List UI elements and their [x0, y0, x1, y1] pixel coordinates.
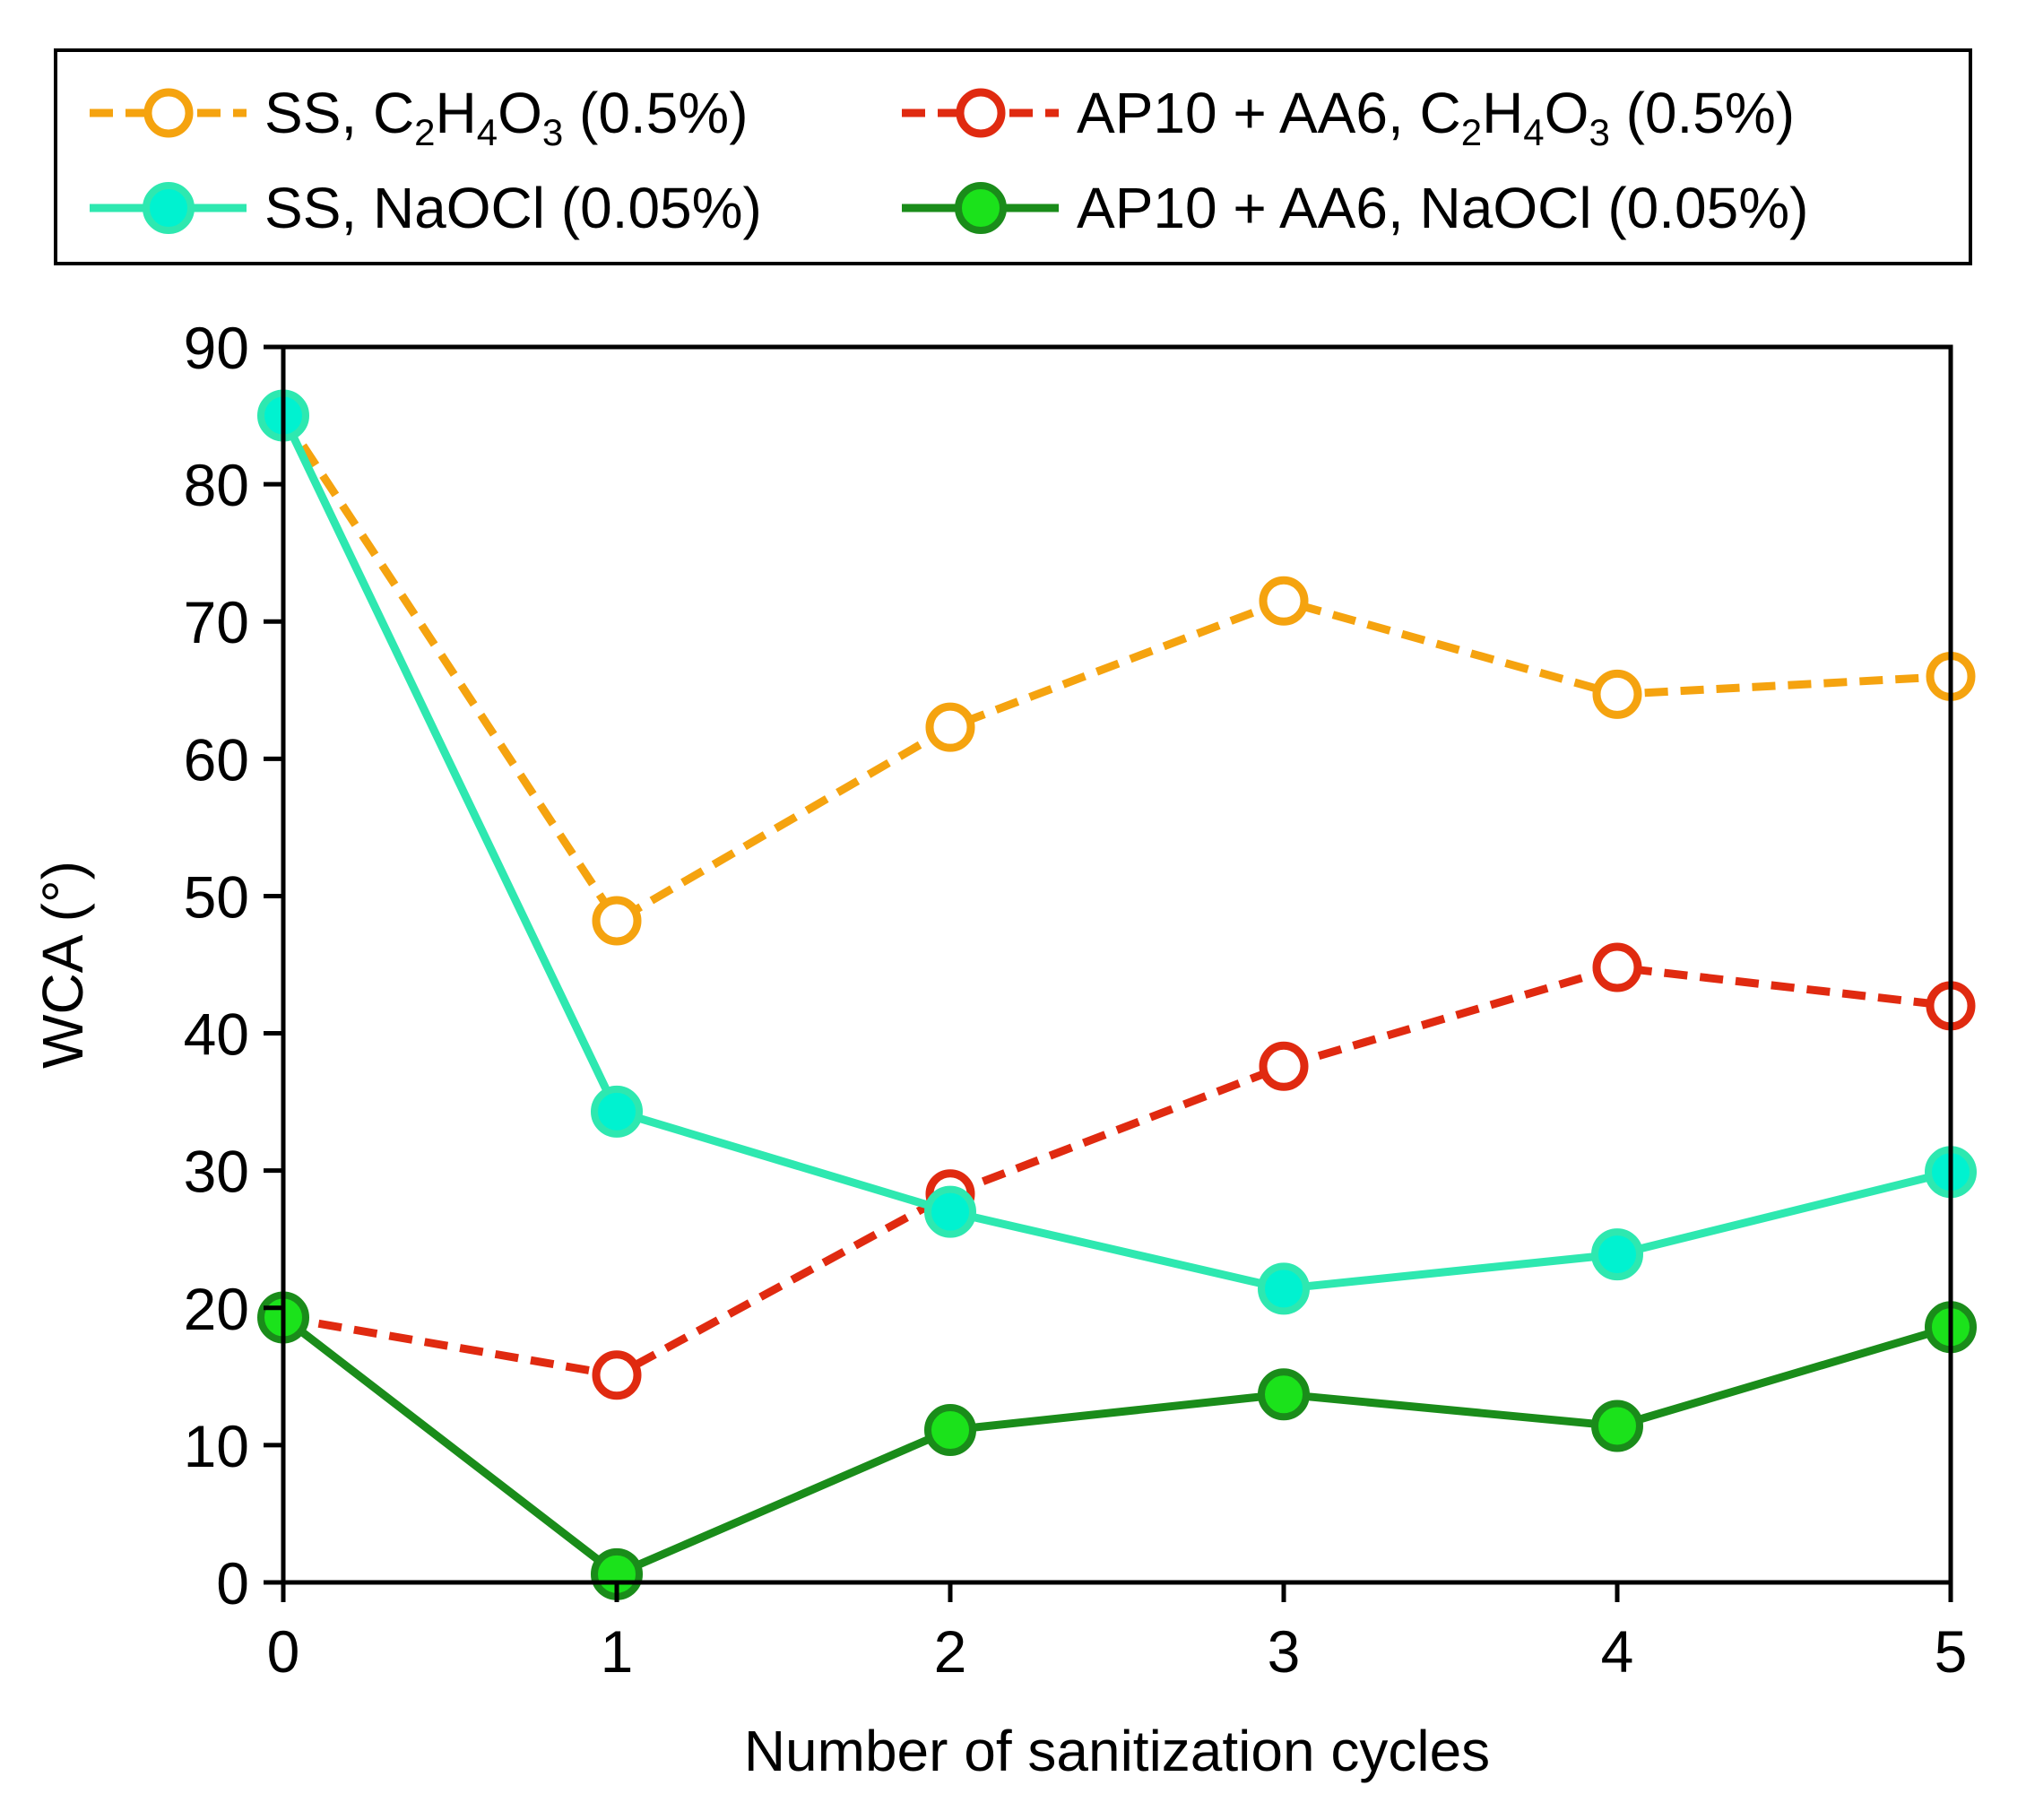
- legend-marker: [143, 182, 195, 234]
- series-line: [280, 413, 1952, 925]
- x-tick-label: 0: [267, 1618, 300, 1685]
- x-tick-label: 5: [1935, 1618, 1968, 1685]
- data-point: [1592, 669, 1642, 719]
- data-point: [1258, 1368, 1310, 1421]
- data-point: [591, 1085, 643, 1138]
- data-point: [1591, 1400, 1643, 1452]
- series-1: [258, 942, 1976, 1400]
- y-tick-label: 80: [184, 452, 249, 518]
- x-tick-label: 3: [1268, 1618, 1301, 1685]
- series-0: [258, 391, 1976, 946]
- legend: SS, C2H4O3 (0.5%) AP10 + AA6, C2H4O3 (0.5…: [54, 48, 1972, 265]
- series-3: [257, 1291, 1977, 1600]
- y-tick-label: 90: [184, 315, 249, 381]
- x-axis-title: Number of sanitization cycles: [744, 1719, 1490, 1783]
- legend-label: AP10 + AA6, NaOCl (0.05%): [1077, 176, 1808, 240]
- x-tick-label: 1: [601, 1618, 634, 1685]
- data-point: [1259, 1041, 1309, 1091]
- legend-marker: [143, 88, 194, 138]
- legend-marker: [955, 182, 1007, 234]
- y-tick-label: 60: [184, 726, 249, 793]
- series-layer: [257, 389, 1977, 1600]
- x-tick-label: 2: [934, 1618, 967, 1685]
- legend-entry: AP10 + AA6, C2H4O3 (0.5%): [902, 81, 1795, 153]
- series-line: [279, 413, 1952, 1293]
- data-point: [1259, 576, 1309, 626]
- data-point: [1592, 942, 1642, 992]
- data-point: [1591, 1228, 1643, 1281]
- legend-label: AP10 + AA6, C2H4O3 (0.5%): [1077, 81, 1795, 153]
- data-point: [592, 896, 642, 946]
- legend-label: SS, C2H4O3 (0.5%): [264, 81, 749, 153]
- series-line: [281, 1313, 1952, 1579]
- series-2: [257, 389, 1977, 1315]
- y-tick-label: 0: [216, 1550, 249, 1616]
- y-tick-label: 30: [184, 1139, 249, 1205]
- legend-marker: [956, 88, 1006, 138]
- legend-entry: AP10 + AA6, NaOCl (0.05%): [902, 176, 1808, 240]
- legend-label: SS, NaOCl (0.05%): [264, 176, 762, 240]
- x-tick-label: 4: [1601, 1618, 1634, 1685]
- data-point: [1258, 1262, 1310, 1315]
- legend-entry: SS, C2H4O3 (0.5%): [90, 81, 749, 153]
- plot-frame: [281, 344, 1953, 1585]
- y-tick-label: 20: [184, 1276, 249, 1342]
- series-line: [282, 963, 1952, 1380]
- legend-box: [54, 48, 1972, 265]
- data-point: [924, 1185, 976, 1238]
- y-tick-label: 50: [184, 863, 249, 930]
- y-tick-label: 40: [184, 1001, 249, 1068]
- y-axis-title: WCA (°): [30, 861, 95, 1069]
- axes: 0 10 20 30 40 50 60 70 80 90 0 1 2 3 4 5: [184, 315, 1968, 1685]
- data-point: [924, 1404, 976, 1457]
- data-point: [925, 702, 975, 752]
- y-tick-label: 10: [184, 1413, 249, 1479]
- data-point: [592, 1350, 642, 1400]
- legend-entry: SS, NaOCl (0.05%): [90, 176, 762, 240]
- y-tick-label: 70: [184, 589, 249, 655]
